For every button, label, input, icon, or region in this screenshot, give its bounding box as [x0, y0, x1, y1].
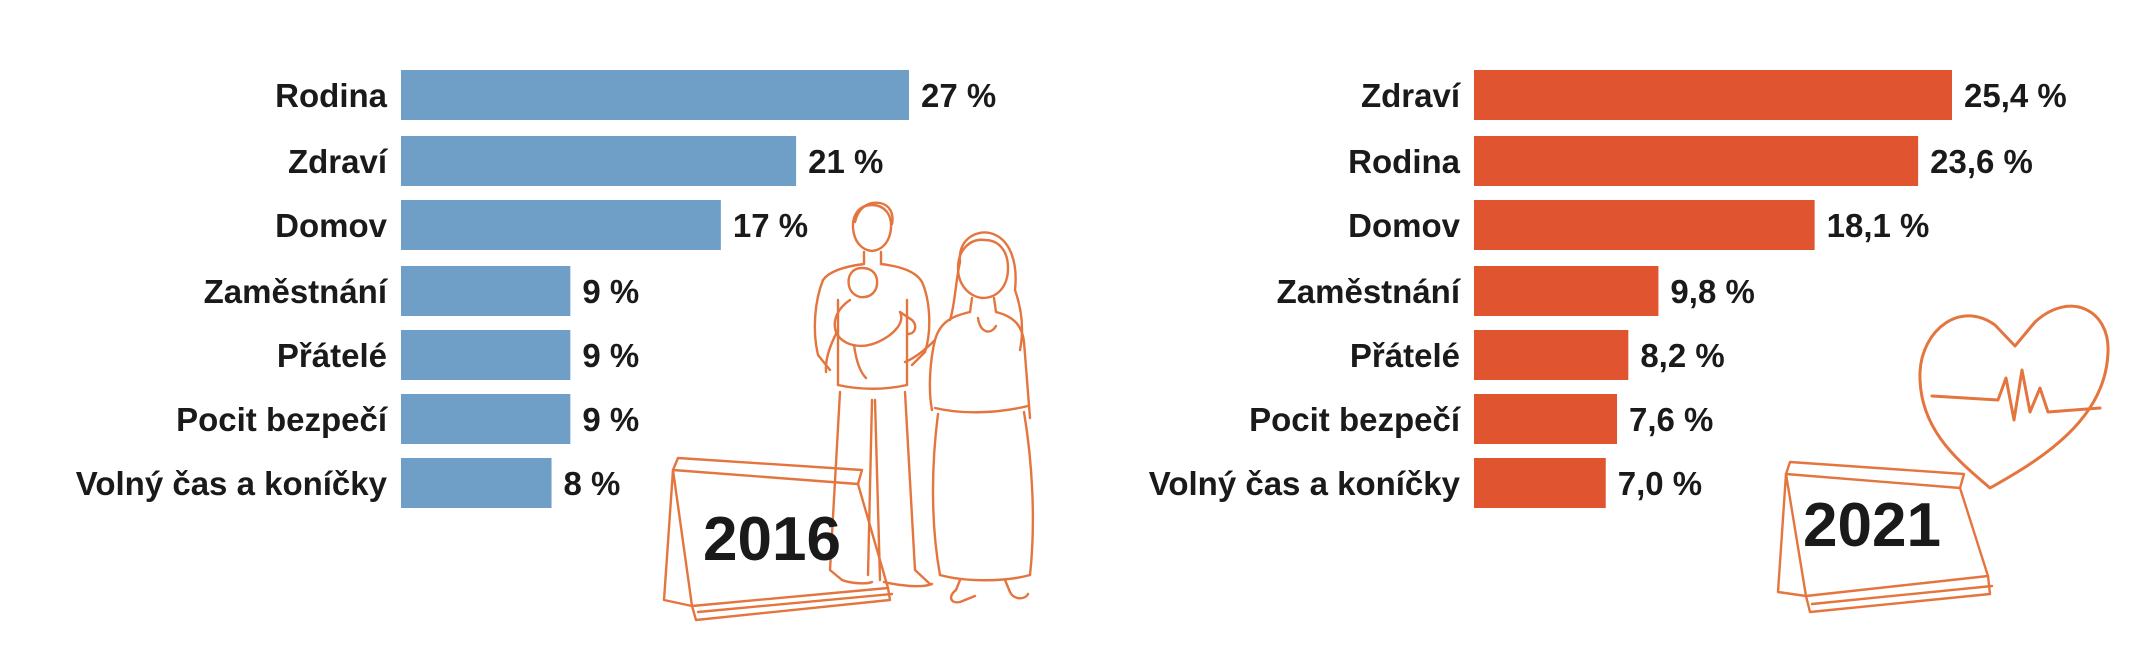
bar-2016-2 — [401, 200, 721, 250]
calendar-2016 — [662, 456, 894, 622]
value-label-2016-0: 27 % — [921, 77, 996, 114]
category-label-2021-2: Domov — [1348, 207, 1460, 244]
value-label-2021-0: 25,4 % — [1964, 77, 2067, 114]
value-label-2021-5: 7,6 % — [1629, 401, 1713, 438]
bar-2016-3 — [401, 266, 571, 316]
category-label-2016-4: Přátelé — [277, 337, 387, 374]
calendar-2021 — [1776, 460, 1994, 614]
heart-icon — [1918, 304, 2110, 490]
category-label-2021-4: Přátelé — [1350, 337, 1460, 374]
chart-2016: Rodina 27 % Zdraví 21 % Domov 17 % Zaměstnání 9… — [76, 70, 1035, 622]
value-label-2016-5: 9 % — [582, 401, 639, 438]
bars-2016: Rodina 27 % Zdraví 21 % Domov 17 % Zaměstnání 9… — [76, 70, 996, 508]
value-label-2021-1: 23,6 % — [1930, 143, 2033, 180]
value-label-2021-3: 9,8 % — [1670, 273, 1754, 310]
year-label-2016: 2016 — [703, 505, 841, 574]
bar-2021-5 — [1474, 394, 1618, 444]
bar-2021-0 — [1474, 70, 1952, 120]
bar-2021-2 — [1474, 200, 1815, 250]
category-label-2021-5: Pocit bezpečí — [1249, 401, 1462, 438]
value-label-2021-2: 18,1 % — [1827, 207, 1930, 244]
value-label-2021-4: 8,2 % — [1640, 337, 1724, 374]
category-label-2016-6: Volný čas a koníčky — [76, 465, 388, 502]
chart-2021: Zdraví 25,4 % Rodina 23,6 % Domov 18,1 % Zaměs… — [1149, 70, 2110, 614]
category-label-2016-3: Zaměstnání — [204, 273, 389, 310]
bar-2016-4 — [401, 330, 571, 380]
value-label-2021-6: 7,0 % — [1618, 465, 1702, 502]
category-label-2016-5: Pocit bezpečí — [176, 401, 389, 438]
bars-2021: Zdraví 25,4 % Rodina 23,6 % Domov 18,1 % Zaměs… — [1149, 70, 2067, 508]
bar-2016-6 — [401, 458, 552, 508]
value-label-2016-3: 9 % — [582, 273, 639, 310]
value-label-2016-2: 17 % — [733, 207, 808, 244]
category-label-2021-6: Volný čas a koníčky — [1149, 465, 1461, 502]
bar-2016-0 — [401, 70, 909, 120]
category-label-2021-0: Zdraví — [1361, 77, 1462, 114]
bar-2021-3 — [1474, 266, 1659, 316]
value-label-2016-4: 9 % — [582, 337, 639, 374]
category-label-2016-1: Zdraví — [288, 143, 389, 180]
bar-2016-1 — [401, 136, 797, 186]
family-illustration — [813, 201, 1035, 604]
value-label-2016-6: 8 % — [564, 465, 621, 502]
category-label-2016-0: Rodina — [275, 77, 387, 114]
value-label-2016-1: 21 % — [808, 143, 883, 180]
year-label-2021: 2021 — [1803, 491, 1941, 560]
bar-2021-4 — [1474, 330, 1629, 380]
category-label-2016-2: Domov — [275, 207, 387, 244]
category-label-2021-1: Rodina — [1348, 143, 1460, 180]
bar-2021-1 — [1474, 136, 1919, 186]
bar-2016-5 — [401, 394, 571, 444]
bar-2021-6 — [1474, 458, 1606, 508]
category-label-2021-3: Zaměstnání — [1277, 273, 1462, 310]
